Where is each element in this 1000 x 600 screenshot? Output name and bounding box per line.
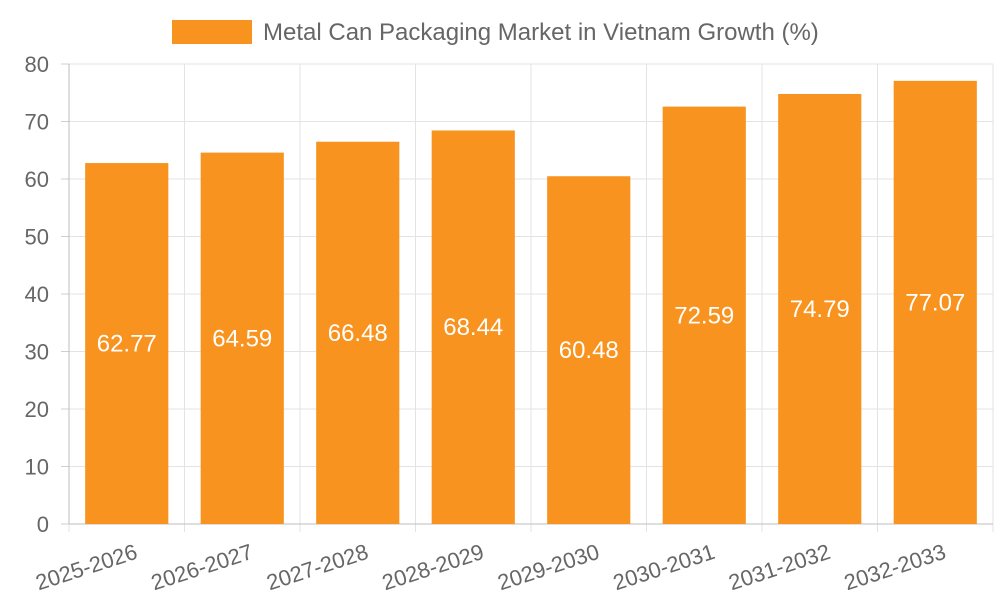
bar[interactable] <box>547 176 631 525</box>
bars <box>85 80 977 525</box>
x-tick-label: 2031-2032 <box>726 539 834 595</box>
bar[interactable] <box>431 130 515 524</box>
bar[interactable] <box>778 93 862 525</box>
bar-value-label: 77.07 <box>905 289 965 316</box>
x-tick-label: 2030-2031 <box>610 539 718 595</box>
y-tick-label: 10 <box>25 455 49 480</box>
x-axis-ticks: 2025-2026 2026-2027 2027-2028 2028-2029 2029… <box>33 539 949 595</box>
bar-value-label: 68.44 <box>443 314 503 341</box>
x-tick-label: 2032-2033 <box>841 539 949 595</box>
data-labels: 62.77 64.59 66.48 68.44 60.48 72.59 74.79 77.07 <box>97 289 966 364</box>
y-tick-label: 80 <box>25 52 49 77</box>
bar-value-label: 66.48 <box>328 320 388 347</box>
y-tick-label: 70 <box>25 110 49 135</box>
x-tick-label: 2025-2026 <box>33 539 141 595</box>
y-tick-label: 0 <box>37 512 49 537</box>
bar[interactable] <box>893 80 977 524</box>
x-tick-label: 2027-2028 <box>264 539 372 595</box>
bar-value-label: 60.48 <box>559 337 619 364</box>
bar-value-label: 72.59 <box>674 302 734 329</box>
y-tick-label: 20 <box>25 397 49 422</box>
bar-value-label: 74.79 <box>790 296 850 323</box>
bar[interactable] <box>200 152 284 525</box>
bar[interactable] <box>85 163 169 524</box>
legend[interactable]: Metal Can Packaging Market in Vietnam Gr… <box>172 19 819 46</box>
y-tick-label: 40 <box>25 282 49 307</box>
bar-value-label: 62.77 <box>97 331 157 358</box>
y-tick-label: 30 <box>25 340 49 365</box>
y-tick-label: 60 <box>25 167 49 192</box>
x-tick-label: 2026-2027 <box>148 539 256 595</box>
legend-swatch <box>172 20 252 44</box>
bar[interactable] <box>316 141 400 525</box>
bar-value-label: 64.59 <box>212 325 272 352</box>
bar[interactable] <box>662 106 746 525</box>
y-axis-ticks: 0 10 20 30 40 50 60 70 80 <box>25 52 49 537</box>
y-tick-label: 50 <box>25 225 49 250</box>
legend-label: Metal Can Packaging Market in Vietnam Gr… <box>263 19 819 46</box>
x-tick-label: 2028-2029 <box>379 539 487 595</box>
x-tick-label: 2029-2030 <box>495 539 603 595</box>
